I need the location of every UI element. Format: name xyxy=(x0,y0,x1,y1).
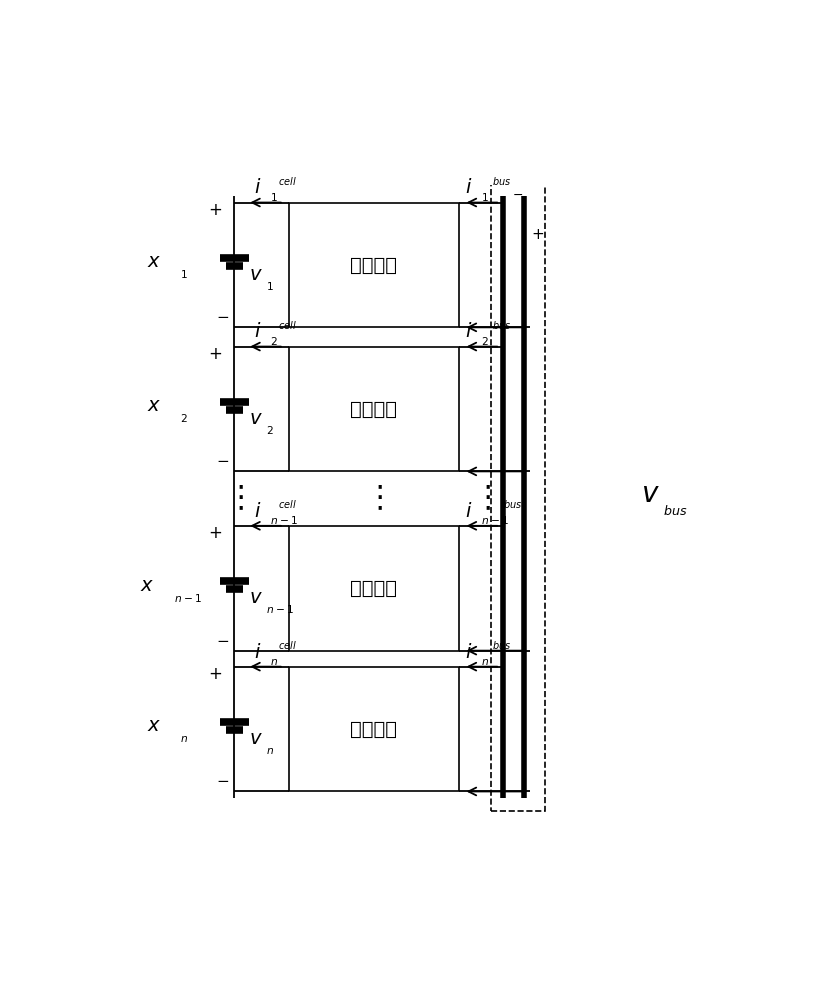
Text: $_{bus}$: $_{bus}$ xyxy=(663,500,688,518)
Text: $+$: $+$ xyxy=(208,524,222,542)
Text: 均衡电路: 均衡电路 xyxy=(350,399,397,418)
Text: $\mathit{i}$: $\mathit{i}$ xyxy=(254,643,261,662)
Text: $_{n}$: $_{n}$ xyxy=(267,742,275,757)
Text: $-$: $-$ xyxy=(216,308,230,323)
Text: $_{n-1}$: $_{n-1}$ xyxy=(173,590,202,605)
Text: $\mathit{x}$: $\mathit{x}$ xyxy=(147,252,161,271)
Text: 均衡电路: 均衡电路 xyxy=(350,255,397,274)
Text: $\mathit{v}$: $\mathit{v}$ xyxy=(249,265,263,284)
Text: $_{2}$: $_{2}$ xyxy=(481,333,489,348)
Text: $_{1}$: $_{1}$ xyxy=(481,189,489,204)
Bar xyxy=(289,203,458,327)
Text: $_{n}$: $_{n}$ xyxy=(481,653,489,668)
Text: $\mathit{i}$: $\mathit{i}$ xyxy=(254,178,261,197)
Text: $^{cell}$: $^{cell}$ xyxy=(278,641,297,655)
Text: $_{1}$: $_{1}$ xyxy=(180,266,188,281)
Text: 均衡电路: 均衡电路 xyxy=(350,579,397,598)
Text: $\mathit{i}$: $\mathit{i}$ xyxy=(465,502,472,521)
Text: $-$: $-$ xyxy=(216,632,230,647)
Text: $\mathit{x}$: $\mathit{x}$ xyxy=(147,396,161,415)
Text: $_{n-1}$: $_{n-1}$ xyxy=(269,512,297,527)
Text: $^{cell}$: $^{cell}$ xyxy=(278,177,297,191)
Text: $_{n}$: $_{n}$ xyxy=(269,653,278,668)
Text: $\mathit{i}$: $\mathit{i}$ xyxy=(465,643,472,662)
Text: $_{2}$: $_{2}$ xyxy=(180,410,188,425)
Text: $-$: $-$ xyxy=(216,452,230,467)
Text: $+$: $+$ xyxy=(531,227,544,242)
Text: $\mathit{v}$: $\mathit{v}$ xyxy=(641,480,660,508)
Text: $^{bus}$: $^{bus}$ xyxy=(503,500,523,514)
Text: $^{bus}$: $^{bus}$ xyxy=(491,177,511,191)
Text: $\vdots$: $\vdots$ xyxy=(225,484,244,513)
Text: $_{1}$: $_{1}$ xyxy=(267,278,274,293)
Bar xyxy=(491,183,545,811)
Text: $_{n}$: $_{n}$ xyxy=(180,730,188,745)
Text: $+$: $+$ xyxy=(208,345,222,363)
Text: $\mathit{i}$: $\mathit{i}$ xyxy=(254,502,261,521)
Text: $+$: $+$ xyxy=(208,201,222,219)
Text: $\mathit{x}$: $\mathit{x}$ xyxy=(140,576,154,595)
Text: $-$: $-$ xyxy=(512,188,524,201)
Text: $_{n-1}$: $_{n-1}$ xyxy=(481,512,509,527)
Text: $^{bus}$: $^{bus}$ xyxy=(491,641,511,655)
Bar xyxy=(289,526,458,651)
Text: $\vdots$: $\vdots$ xyxy=(472,484,491,513)
Text: $\mathit{v}$: $\mathit{v}$ xyxy=(249,588,263,607)
Text: $\mathit{x}$: $\mathit{x}$ xyxy=(147,716,161,735)
Text: $+$: $+$ xyxy=(208,665,222,683)
Text: $\mathit{i}$: $\mathit{i}$ xyxy=(254,322,261,341)
Text: $-$: $-$ xyxy=(216,772,230,787)
Text: $_{1}$: $_{1}$ xyxy=(269,189,278,204)
Text: $^{bus}$: $^{bus}$ xyxy=(491,321,511,335)
Text: $^{cell}$: $^{cell}$ xyxy=(278,321,297,335)
Text: $_{n-1}$: $_{n-1}$ xyxy=(267,601,294,616)
Text: $\mathit{i}$: $\mathit{i}$ xyxy=(465,178,472,197)
Text: $\vdots$: $\vdots$ xyxy=(364,484,383,513)
Text: $\mathit{v}$: $\mathit{v}$ xyxy=(249,729,263,748)
Text: $\mathit{i}$: $\mathit{i}$ xyxy=(465,322,472,341)
Text: $_{2}$: $_{2}$ xyxy=(267,422,274,437)
Bar xyxy=(289,347,458,471)
Text: $^{cell}$: $^{cell}$ xyxy=(278,500,297,514)
Bar xyxy=(289,667,458,791)
Text: $\mathit{v}$: $\mathit{v}$ xyxy=(249,409,263,428)
Text: $_{2}$: $_{2}$ xyxy=(269,333,278,348)
Text: 均衡电路: 均衡电路 xyxy=(350,720,397,739)
